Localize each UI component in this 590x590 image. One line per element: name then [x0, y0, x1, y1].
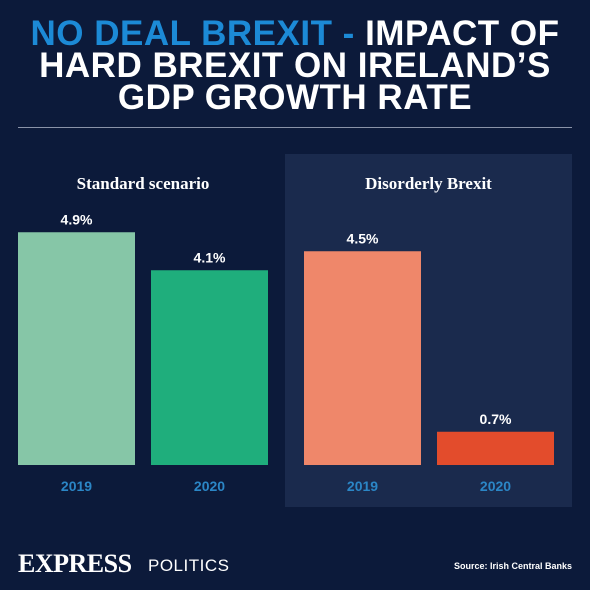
express-logo: EXPRESS	[18, 549, 132, 578]
x-tick-standard-2020: 2020	[194, 478, 225, 494]
source-note: Source: Irish Central Banks	[453, 561, 572, 571]
bar-standard-2019	[18, 232, 135, 465]
x-tick-disorderly-2020: 2020	[480, 478, 511, 494]
disorderly-scenario-title: Disorderly Brexit	[365, 174, 492, 193]
bar-disorderly-2019	[304, 251, 421, 465]
title-line-3: GDP GROWTH RATE	[117, 78, 473, 117]
data-label-disorderly-2019: 4.5%	[347, 230, 379, 246]
standard-scenario-title: Standard scenario	[76, 174, 210, 193]
title-line-2: HARD BREXIT ON IRELAND’S	[39, 46, 551, 85]
data-label-standard-2020: 4.1%	[194, 249, 226, 265]
bar-standard-2020	[151, 270, 268, 465]
chart-title: NO DEAL BREXIT - IMPACT OF HARD BREXIT O…	[0, 16, 590, 117]
title-line-1: NO DEAL BREXIT - IMPACT OF	[0, 16, 590, 51]
data-label-disorderly-2020: 0.7%	[480, 411, 512, 427]
politics-section-label: POLITICS	[148, 556, 230, 575]
x-tick-standard-2019: 2019	[61, 478, 92, 494]
bar-disorderly-2020	[437, 431, 554, 465]
title-accent: NO DEAL BREXIT -	[30, 14, 355, 53]
title-divider	[18, 127, 572, 128]
title-line-1-rest: IMPACT OF	[365, 14, 560, 53]
x-tick-disorderly-2019: 2019	[347, 478, 378, 494]
data-label-standard-2019: 4.9%	[61, 211, 93, 227]
